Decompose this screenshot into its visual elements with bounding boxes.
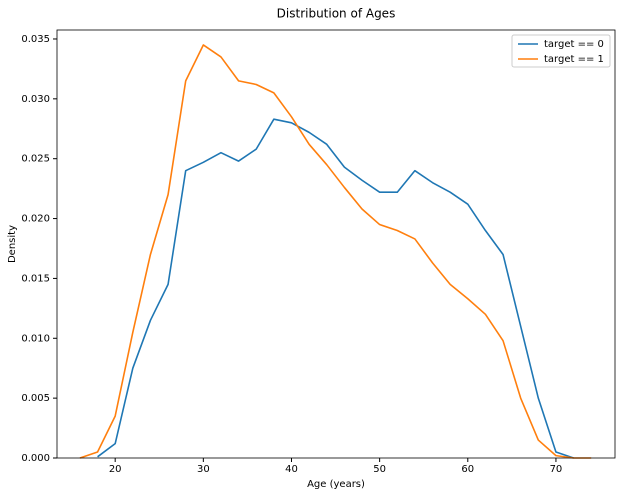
x-tick-label: 40 — [285, 464, 298, 475]
y-tick-label: 0.005 — [21, 393, 50, 404]
y-tick-label: 0.020 — [21, 214, 50, 225]
y-tick-label: 0.035 — [21, 34, 50, 45]
y-tick-label: 0.025 — [21, 154, 50, 165]
x-tick-label: 70 — [550, 464, 563, 475]
y-tick-label: 0.030 — [21, 94, 50, 105]
series-line — [97, 118, 574, 459]
y-tick-label: 0.010 — [21, 333, 50, 344]
y-tick-label: 0.000 — [21, 453, 50, 464]
y-tick-label: 0.015 — [21, 273, 50, 284]
x-axis-label: Age (years) — [307, 479, 365, 490]
legend-label: target == 1 — [544, 54, 604, 65]
legend-label: target == 0 — [544, 39, 604, 50]
x-tick-label: 50 — [373, 464, 386, 475]
plot-frame — [56, 29, 616, 459]
x-tick-label: 30 — [197, 464, 210, 475]
chart-title: Distribution of Ages — [277, 7, 396, 21]
x-tick-label: 60 — [461, 464, 474, 475]
series-line — [79, 44, 592, 459]
x-tick-label: 20 — [109, 464, 122, 475]
y-axis-label: Density — [7, 225, 18, 263]
